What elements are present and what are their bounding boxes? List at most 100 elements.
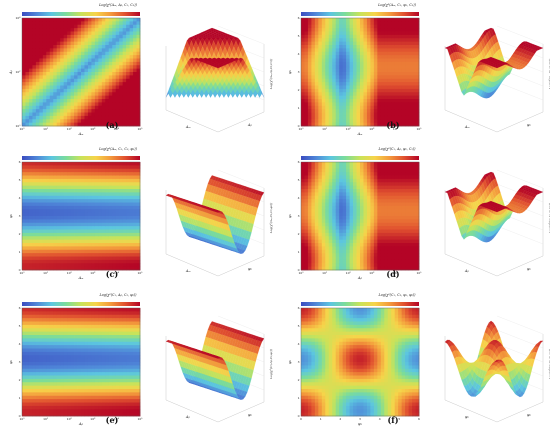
heatmap-cell — [32, 102, 37, 107]
heatmap-cell — [133, 162, 137, 166]
heatmap-cell — [28, 226, 33, 230]
heatmap-cell — [49, 85, 54, 90]
heatmap-cell — [370, 75, 375, 80]
heatmap-cell — [108, 263, 113, 268]
heatmap-cell — [108, 41, 113, 46]
heatmap-cell — [136, 92, 141, 97]
heatmap-cell — [363, 88, 368, 93]
heatmap-cell — [53, 58, 58, 63]
heatmap-cell — [91, 41, 96, 46]
heatmap-cell — [304, 172, 309, 176]
heatmap-cell — [77, 259, 82, 264]
heatmap-cell — [98, 24, 103, 29]
heatmap-cell — [87, 92, 92, 97]
heatmap-cell — [105, 263, 110, 268]
heatmap-cell — [332, 112, 337, 117]
heatmap-cell — [133, 55, 137, 59]
heatmap-cell — [377, 34, 382, 39]
heatmap-cell — [25, 199, 30, 203]
x-tick-label: 10⁴ — [114, 127, 120, 131]
heatmap-cell — [133, 21, 137, 26]
heatmap-cell — [301, 95, 305, 100]
heatmap-cell — [32, 115, 37, 120]
heatmap-cell — [384, 99, 389, 103]
heatmap-cell — [377, 68, 382, 73]
heatmap-cell — [391, 85, 396, 90]
heatmap-cell — [105, 31, 110, 36]
heatmap-cell — [353, 24, 357, 29]
heatmap-cell — [387, 48, 392, 53]
heatmap-cell — [122, 95, 127, 100]
heatmap-cell — [307, 65, 312, 70]
heatmap-cell — [77, 119, 82, 124]
heatmap-cell — [335, 92, 340, 97]
heatmap-cell — [380, 92, 385, 97]
heatmap-cell — [39, 202, 44, 207]
heatmap-cell — [126, 75, 130, 80]
heatmap-cell — [87, 78, 92, 83]
heatmap-cell — [67, 266, 71, 271]
heatmap-cell — [398, 58, 403, 63]
heatmap-cell — [133, 41, 137, 46]
heatmap-cell — [311, 85, 316, 90]
heatmap-cell — [126, 24, 130, 29]
heatmap-cell — [136, 99, 141, 103]
heatmap-cell — [370, 68, 375, 73]
heatmap-cell — [56, 259, 61, 264]
heatmap-cell — [56, 236, 61, 241]
heatmap-cell — [122, 226, 127, 230]
heatmap-cell — [318, 31, 323, 36]
heatmap-cell — [314, 109, 319, 113]
heatmap-cell — [101, 88, 106, 93]
heatmap-cell — [60, 75, 65, 80]
heatmap-cell — [25, 99, 30, 103]
heatmap-cell — [53, 219, 58, 224]
heatmap-cell — [70, 232, 75, 237]
heatmap-cell — [304, 229, 309, 234]
heatmap-cell — [408, 122, 413, 127]
heatmap-cell — [360, 88, 364, 93]
heatmap-cell — [314, 182, 319, 187]
heatmap-cell — [60, 28, 65, 32]
heatmap-cell — [311, 189, 316, 193]
heatmap-cell — [408, 48, 413, 53]
heatmap-cell — [119, 246, 124, 251]
heatmap-cell — [115, 199, 120, 203]
heatmap-cell — [126, 256, 130, 261]
heatmap-cell — [25, 75, 30, 80]
heatmap-cell — [328, 72, 333, 76]
heatmap-cell — [398, 28, 403, 32]
heatmap-cell — [112, 172, 117, 176]
heatmap-cell — [84, 263, 89, 268]
heatmap-cell — [105, 75, 110, 80]
heatmap-cell — [356, 95, 361, 100]
heatmap-cell — [346, 88, 350, 93]
heatmap-cell — [126, 253, 130, 257]
heatmap-cell — [108, 18, 113, 22]
heatmap-cell — [63, 99, 68, 103]
heatmap-cell — [49, 195, 54, 200]
heatmap-cell — [405, 109, 409, 113]
heatmap-cell — [63, 249, 68, 254]
heatmap-cell — [70, 61, 75, 66]
heatmap-cell — [377, 88, 382, 93]
heatmap-cell — [325, 31, 330, 36]
heatmap-cell — [101, 115, 106, 120]
heatmap-cell — [32, 168, 37, 173]
heatmap-cell — [412, 95, 416, 100]
heatmap-cell — [122, 185, 127, 190]
heatmap-cell — [129, 229, 134, 234]
heatmap-cell — [98, 172, 103, 176]
heatmap-cell — [98, 92, 103, 97]
heatmap-cell — [101, 259, 106, 264]
heatmap-cell — [321, 109, 326, 113]
heatmap-cell — [42, 95, 47, 100]
heatmap-cell — [391, 72, 396, 76]
heatmap-cell — [311, 51, 316, 56]
heatmap-cell — [81, 212, 85, 217]
heatmap-cell — [301, 212, 305, 217]
heatmap-cell — [46, 65, 51, 70]
heatmap-cell — [353, 112, 357, 117]
heatmap-cell — [42, 219, 47, 224]
heatmap-cell — [339, 99, 344, 103]
